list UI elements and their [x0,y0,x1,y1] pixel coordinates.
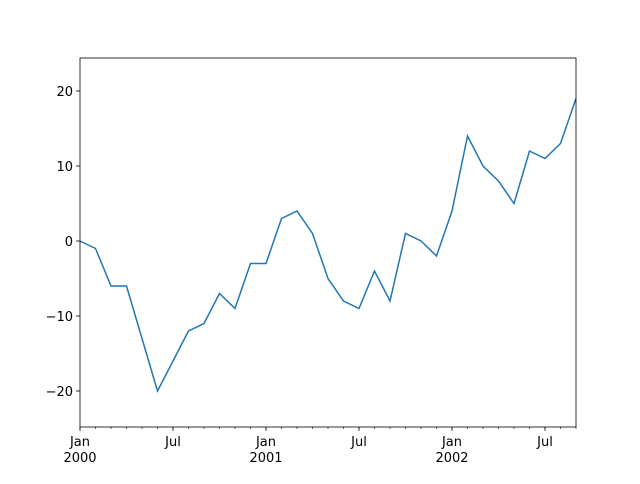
x-tick-label: Jul [350,435,367,450]
y-tick-label: −10 [46,310,73,325]
y-tick-label: 20 [56,85,73,100]
y-tick-label: −20 [46,385,73,400]
x-tick-label: Jan 2000 [63,435,96,466]
x-tick-label: Jan 2001 [249,435,282,466]
y-tick-label: 0 [65,235,73,250]
plot-frame [79,57,577,428]
x-tick-label: Jan 2002 [435,435,468,466]
x-tick-label: Jul [164,435,181,450]
y-tick-label: 10 [56,160,73,175]
line-series [79,98,577,394]
x-tick-label: Jul [536,435,553,450]
